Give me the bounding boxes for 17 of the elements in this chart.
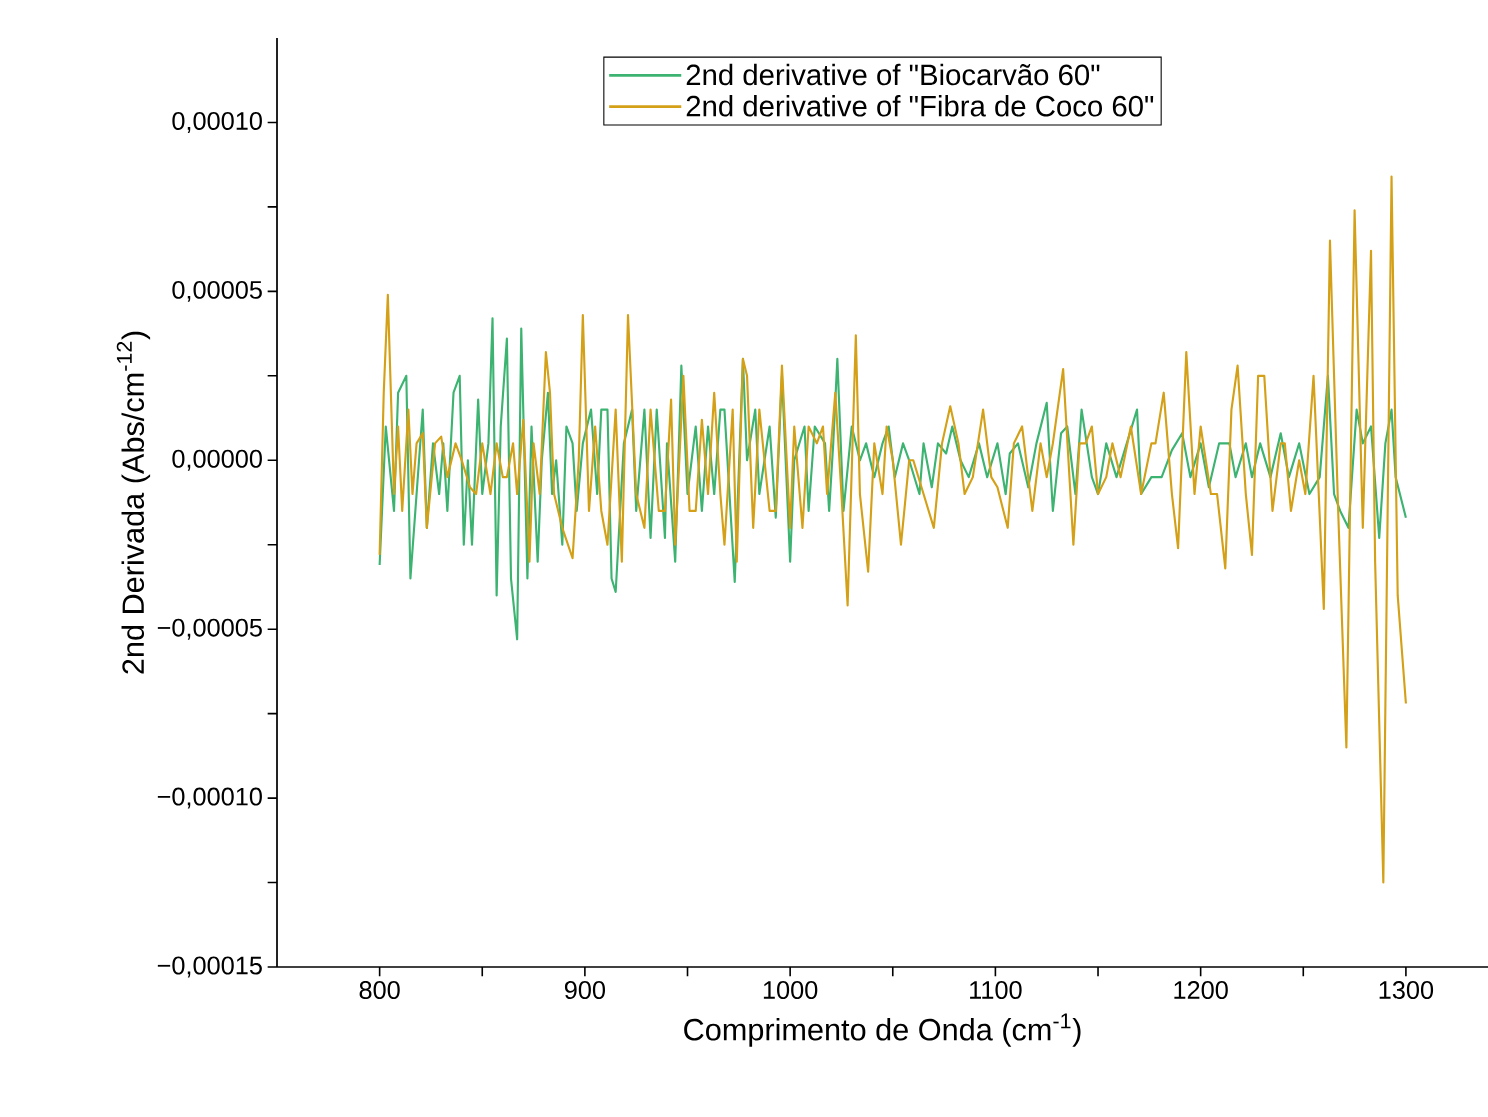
legend-label: 2nd derivative of "Fibra de Coco 60"	[686, 95, 1154, 117]
x-tick-label: 1200	[1174, 981, 1228, 999]
x-tick-label: 800	[359, 981, 400, 999]
y-tick-label: 0,00000	[172, 449, 262, 471]
y-tick-label: −0,00015	[157, 956, 262, 978]
x-tick-label: 1300	[1379, 981, 1434, 999]
x-tick-label: 900	[564, 981, 606, 999]
y-tick-label: 0,00005	[172, 280, 262, 302]
y-tick-label: −0,00010	[157, 787, 262, 809]
x-tick-label: 1000	[763, 981, 818, 999]
y-axis-title: 2nd Derivada (Abs/cm$^{-12}$)	[116, 331, 151, 674]
y-tick-label: −0,00005	[157, 618, 262, 640]
line-series	[378, 175, 1407, 884]
legend-label: 2nd derivative of "Biocarvão 60"	[686, 63, 1100, 86]
x-tick-label: 1100	[970, 981, 1022, 999]
x-axis-title: Comprimento de Onda (cm$^{-1}$)	[684, 1013, 1081, 1047]
y-tick-label: 0,00010	[172, 111, 262, 133]
